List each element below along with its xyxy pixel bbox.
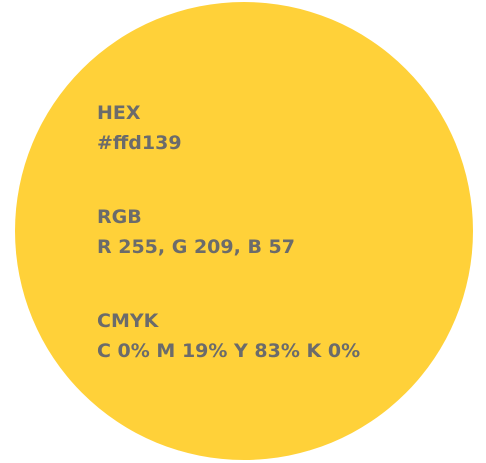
section-label: RGB [97,206,142,228]
section-label: CMYK [97,310,159,332]
color-swatch [15,2,473,460]
section-label: HEX [97,102,141,124]
section-value: C 0% M 19% Y 83% K 0% [97,340,361,362]
section-value: R 255, G 209, B 57 [97,236,295,258]
section-value: #ffd139 [97,132,182,154]
